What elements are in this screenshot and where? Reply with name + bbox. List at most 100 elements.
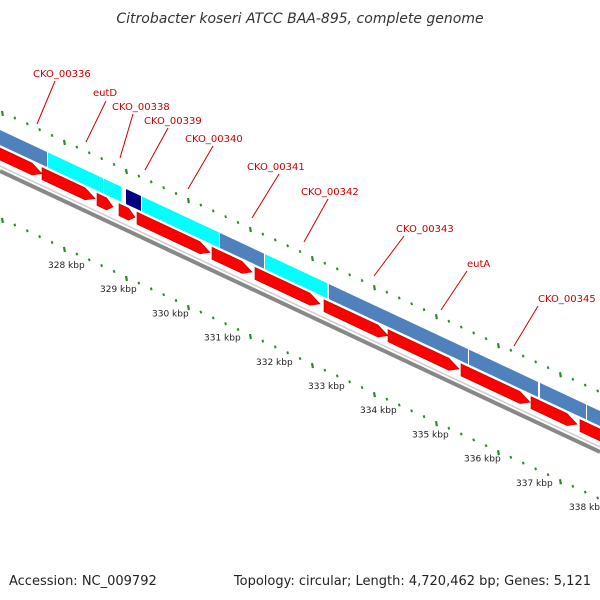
tick-mark bbox=[137, 281, 141, 285]
tick-mark bbox=[261, 232, 265, 236]
tick-mark bbox=[100, 264, 104, 268]
tick-mark bbox=[211, 316, 215, 320]
tick-mark bbox=[335, 374, 339, 378]
scale-label: 332 kbp bbox=[256, 358, 293, 368]
scale-label: 335 kbp bbox=[412, 430, 449, 440]
tick-mark bbox=[298, 249, 302, 254]
outer-tick-track bbox=[0, 110, 600, 393]
scale-label: 331 kbp bbox=[204, 334, 241, 344]
tick-mark bbox=[434, 420, 438, 427]
tick-mark bbox=[162, 293, 166, 297]
feature-segment bbox=[0, 130, 47, 168]
tick-mark bbox=[596, 496, 600, 500]
cds-arrow bbox=[0, 147, 43, 176]
gene-leader-line bbox=[119, 113, 134, 159]
tick-mark bbox=[50, 240, 54, 245]
tick-mark bbox=[484, 337, 488, 341]
gene-label: CKO_00343 bbox=[396, 224, 454, 235]
tick-mark bbox=[422, 308, 426, 312]
accession-label: Accession: NC_009792 bbox=[9, 574, 157, 589]
tick-mark bbox=[558, 479, 562, 485]
gene-leader-line bbox=[440, 270, 468, 311]
scale-label: 329 kbp bbox=[100, 285, 137, 295]
tick-mark bbox=[248, 226, 252, 233]
gene-label: eutD bbox=[93, 88, 117, 99]
tick-mark bbox=[273, 238, 277, 242]
tick-mark bbox=[25, 122, 29, 126]
cds-arrow bbox=[41, 167, 96, 201]
tick-mark bbox=[496, 450, 500, 456]
gene-label: CKO_00338 bbox=[112, 102, 170, 113]
tick-mark bbox=[236, 327, 240, 332]
tick-mark bbox=[360, 278, 364, 283]
tick-mark bbox=[385, 290, 389, 294]
gene-label: CKO_00341 bbox=[247, 162, 305, 173]
tick-mark bbox=[310, 362, 314, 369]
scale-label: 337 kbp bbox=[516, 479, 553, 489]
tick-mark bbox=[186, 197, 190, 204]
tick-mark bbox=[50, 133, 54, 138]
cds-arrow bbox=[136, 211, 211, 254]
scale-label: 328 kbp bbox=[48, 261, 85, 271]
gene-leader-line bbox=[36, 80, 56, 125]
feature-segment bbox=[48, 152, 103, 194]
tick-mark bbox=[310, 255, 314, 262]
tick-mark bbox=[410, 409, 414, 413]
tick-mark bbox=[38, 235, 42, 239]
gene-label: CKO_00340 bbox=[185, 134, 243, 145]
cds-arrow bbox=[211, 246, 253, 274]
tick-mark bbox=[484, 444, 488, 448]
tick-mark bbox=[434, 313, 438, 320]
tick-mark bbox=[472, 438, 476, 442]
genome-summary-label: Topology: circular; Length: 4,720,462 bp… bbox=[233, 574, 591, 589]
tick-mark bbox=[558, 372, 562, 378]
tick-mark bbox=[186, 304, 190, 311]
tick-mark bbox=[298, 356, 302, 361]
scale-label: 330 kbp bbox=[152, 309, 189, 319]
gene-leader-line bbox=[251, 173, 280, 219]
tick-mark bbox=[534, 360, 538, 364]
cds-arrow-track bbox=[0, 147, 600, 442]
feature-segment bbox=[104, 178, 121, 202]
tick-mark bbox=[348, 380, 352, 384]
tick-mark bbox=[546, 473, 550, 477]
cds-arrow bbox=[254, 266, 321, 306]
feature-track bbox=[0, 130, 600, 426]
tick-mark bbox=[323, 261, 327, 265]
tick-mark bbox=[87, 258, 91, 262]
tick-mark bbox=[410, 302, 414, 306]
feature-segment bbox=[126, 189, 141, 212]
tick-mark bbox=[583, 490, 587, 494]
tick-mark bbox=[496, 343, 500, 349]
tick-mark bbox=[273, 345, 277, 349]
tick-mark bbox=[100, 157, 104, 161]
tick-mark bbox=[397, 296, 401, 300]
tick-mark bbox=[124, 275, 128, 282]
tick-mark bbox=[583, 383, 587, 387]
tick-mark bbox=[447, 426, 451, 430]
tick-mark bbox=[149, 180, 153, 184]
gene-label: CKO_00336 bbox=[33, 69, 91, 80]
tick-mark bbox=[509, 348, 513, 352]
gene-leader-line bbox=[373, 235, 405, 277]
inner-tick-track bbox=[0, 217, 600, 500]
tick-mark bbox=[236, 220, 240, 225]
tick-mark bbox=[286, 351, 290, 355]
cds-arrow bbox=[460, 363, 531, 404]
backbone-line bbox=[0, 169, 600, 454]
tick-mark bbox=[472, 331, 476, 335]
tick-mark bbox=[571, 377, 575, 381]
feature-segment bbox=[329, 284, 468, 365]
scale-label: 336 kbp bbox=[464, 455, 501, 465]
cds-arrow bbox=[579, 419, 600, 442]
gene-leader-line bbox=[303, 198, 329, 243]
tick-mark bbox=[62, 246, 66, 253]
gene-label: CKO_00345 bbox=[538, 294, 596, 305]
tick-mark bbox=[211, 209, 215, 213]
cds-arrow bbox=[96, 192, 114, 211]
tick-mark bbox=[385, 397, 389, 401]
tick-mark bbox=[521, 461, 525, 465]
tick-mark bbox=[224, 322, 228, 326]
